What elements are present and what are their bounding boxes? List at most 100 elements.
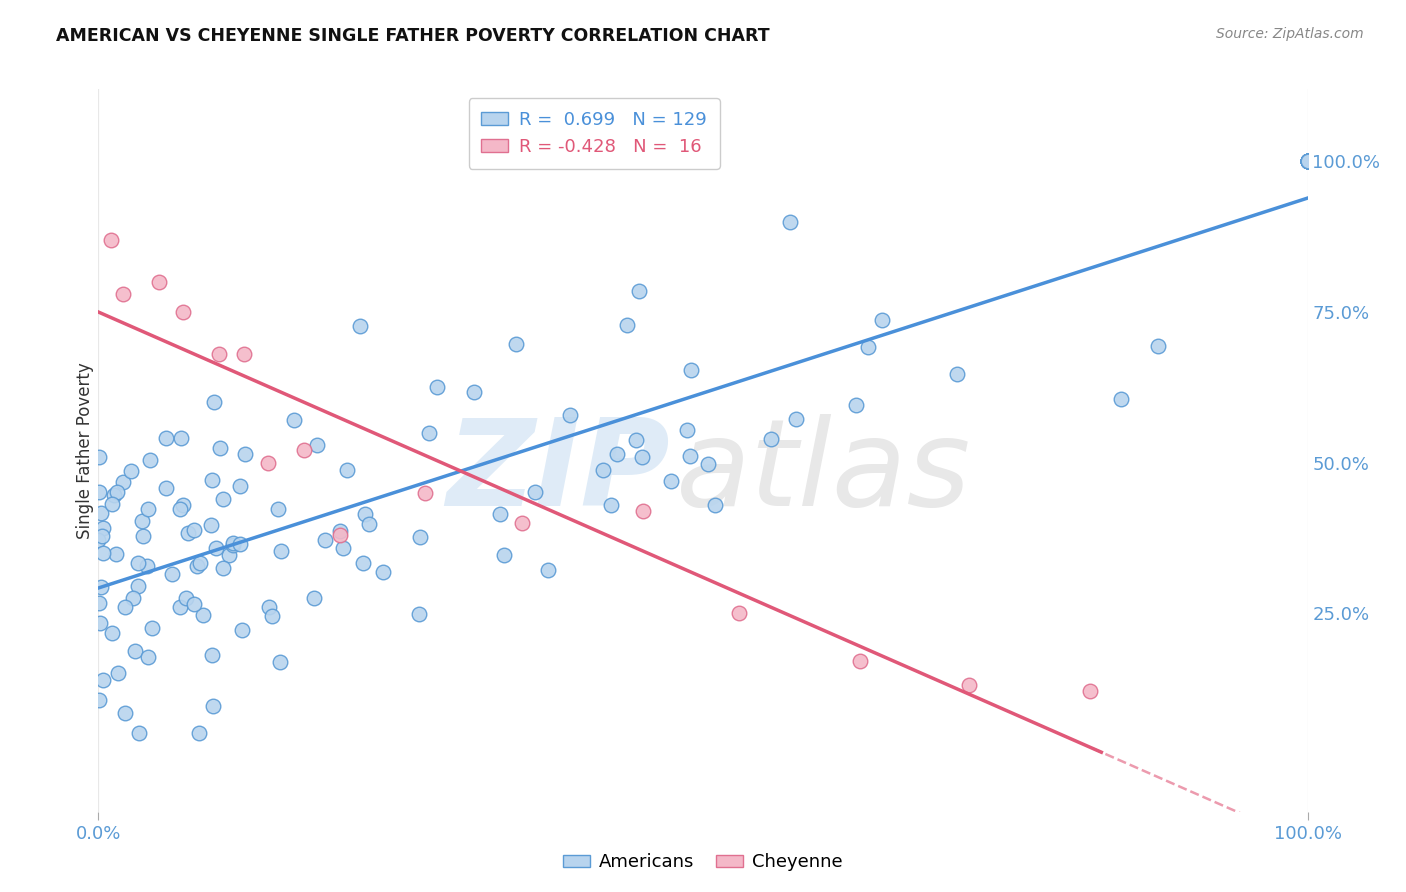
Point [371,565,394,579]
Legend: R =  0.699   N = 129, R = -0.428   N =  16: R = 0.699 N = 129, R = -0.428 N = 16 [468,98,720,169]
Point [128,726,150,740]
Point [856,340,879,354]
Point [463,384,485,399]
Point [204,541,226,555]
Point [114,706,136,720]
Point [627,284,650,298]
Point [229,479,252,493]
Point [679,363,702,377]
Text: Source: ZipAtlas.com: Source: ZipAtlas.com [1216,27,1364,41]
Point [352,557,374,571]
Point [785,412,807,426]
Point [107,665,129,680]
Point [105,484,128,499]
Point [148,275,170,289]
Point [759,432,782,446]
Point [631,450,654,464]
Point [659,474,682,488]
Point [89,450,111,464]
Point [409,530,432,544]
Point [413,485,436,500]
Point [945,367,967,381]
Point [87,533,110,547]
Point [616,318,638,333]
Point [127,556,149,570]
Point [1296,154,1319,169]
Point [505,337,527,351]
Point [89,615,111,630]
Point [172,305,194,319]
Point [135,558,157,573]
Point [127,578,149,592]
Point [1296,154,1319,169]
Point [307,438,329,452]
Point [139,452,162,467]
Point [169,599,191,614]
Point [208,347,231,361]
Point [1296,154,1319,169]
Point [233,447,256,461]
Point [418,426,440,441]
Point [336,463,359,477]
Point [849,654,872,668]
Point [87,596,110,610]
Point [349,318,371,333]
Point [1296,154,1319,169]
Point [292,443,315,458]
Point [510,516,533,530]
Point [222,536,245,550]
Point [631,503,654,517]
Point [1111,392,1133,406]
Point [201,473,224,487]
Point [329,524,352,538]
Point [426,380,449,394]
Point [101,625,124,640]
Point [675,423,697,437]
Point [870,313,893,327]
Point [600,498,623,512]
Point [202,395,225,409]
Point [100,233,122,247]
Point [1296,154,1319,169]
Point [190,557,212,571]
Point [408,607,430,621]
Point [314,533,336,547]
Point [91,529,114,543]
Point [193,607,215,622]
Point [188,726,211,740]
Text: atlas: atlas [676,414,972,531]
Point [1078,684,1101,698]
Point [728,606,751,620]
Point [87,484,110,499]
Text: AMERICAN VS CHEYENNE SINGLE FATHER POVERTY CORRELATION CHART: AMERICAN VS CHEYENNE SINGLE FATHER POVER… [56,27,770,45]
Point [678,449,700,463]
Point [267,501,290,516]
Point [212,561,235,575]
Point [359,516,381,531]
Point [256,455,278,469]
Point [136,649,159,664]
Point [1296,154,1319,169]
Point [270,544,292,558]
Point [111,287,134,301]
Point [90,580,112,594]
Point [103,488,125,502]
Point [90,506,112,520]
Point [957,678,980,692]
Point [229,537,252,551]
Point [186,558,208,573]
Point [262,608,284,623]
Point [592,463,614,477]
Point [697,457,720,471]
Point [155,430,177,444]
Point [1296,154,1319,169]
Point [1296,154,1319,169]
Point [141,621,163,635]
Point [155,482,177,496]
Point [1296,154,1319,169]
Point [231,624,253,638]
Y-axis label: Single Father Poverty: Single Father Poverty [76,362,94,539]
Point [177,526,200,541]
Point [704,498,727,512]
Point [1296,154,1319,169]
